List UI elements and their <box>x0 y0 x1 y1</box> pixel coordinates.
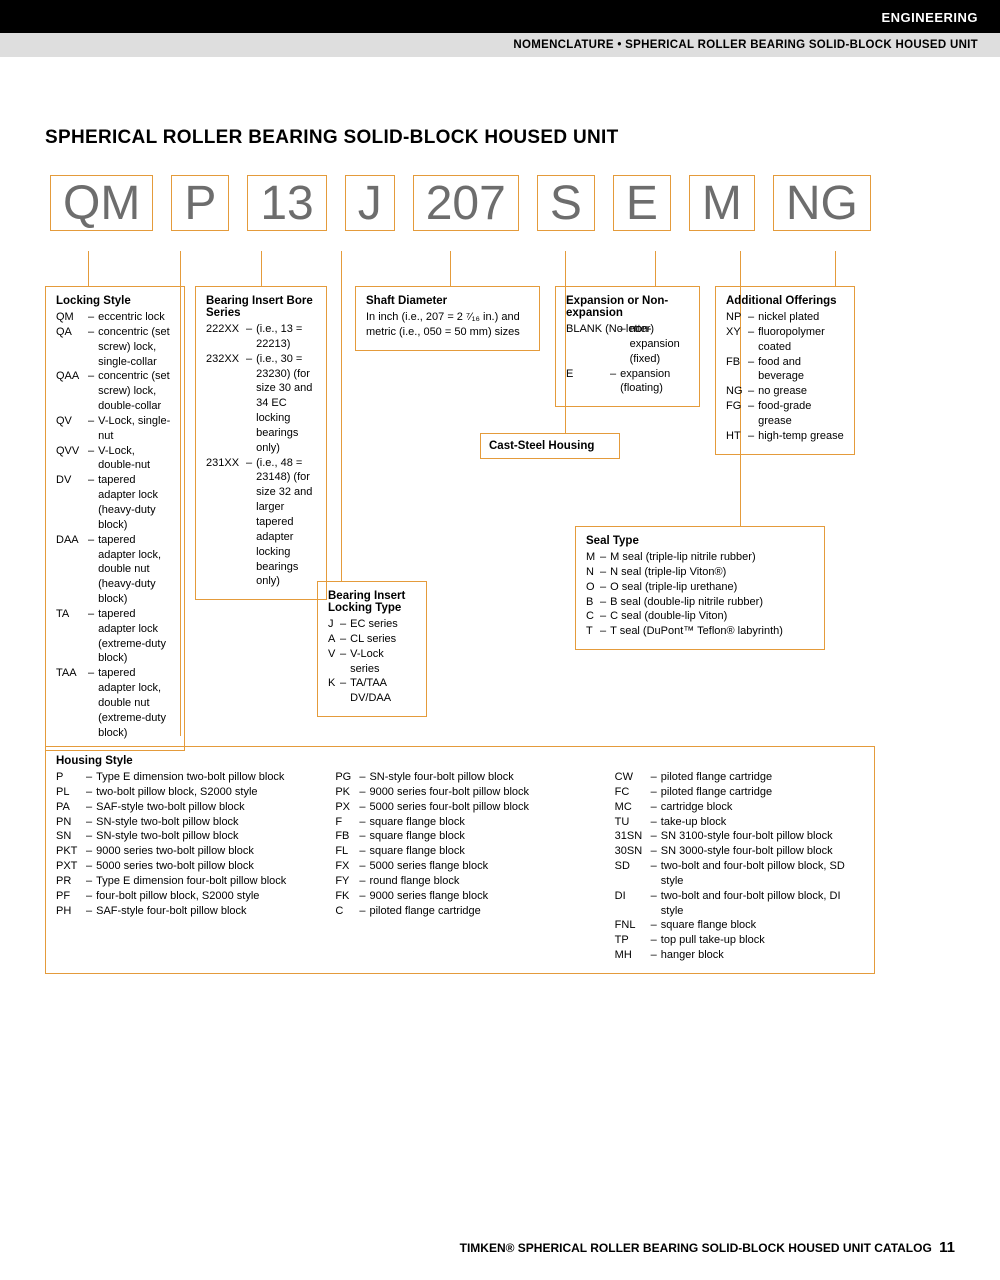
definition-row: PK–9000 series four-bolt pillow block <box>335 785 584 800</box>
definition-row: K–TA/TAA DV/DAA <box>328 676 416 706</box>
definition-row: PF–four-bolt pillow block, S2000 style <box>56 889 305 904</box>
definition-row: SD–two-bolt and four-bolt pillow block, … <box>615 859 864 889</box>
definition-row: N–N seal (triple-lip Viton®) <box>586 565 814 580</box>
definition-row: TU–take-up block <box>615 815 864 830</box>
definition-row: PL–two-bolt pillow block, S2000 style <box>56 785 305 800</box>
definition-row: DV–tapered adapter lock (heavy-duty bloc… <box>56 473 174 532</box>
definition-row: C–C seal (double-lip Viton) <box>586 609 814 624</box>
definition-row: SN–SN-style two-bolt pillow block <box>56 829 305 844</box>
definition-row: TP–top pull take-up block <box>615 933 864 948</box>
definition-row: A–CL series <box>328 632 416 647</box>
definition-row: QVV–V-Lock, double-nut <box>56 444 174 474</box>
definition-row: QM–eccentric lock <box>56 310 174 325</box>
definition-row: FL–square flange block <box>335 844 584 859</box>
definition-row: TAA–tapered adapter lock, double nut (ex… <box>56 666 174 740</box>
definition-row: DAA–tapered adapter lock, double nut (he… <box>56 533 174 607</box>
definition-row: FB–food and beverage <box>726 355 844 385</box>
definition-row: NG–no grease <box>726 384 844 399</box>
header-sub: NOMENCLATURE • SPHERICAL ROLLER BEARING … <box>0 33 1000 57</box>
code-segment: J <box>345 175 395 231</box>
definition-row: J–EC series <box>328 617 416 632</box>
code-segment: M <box>689 175 755 231</box>
definition-row: PXT–5000 series two-bolt pillow block <box>56 859 305 874</box>
definition-row: PA–SAF-style two-bolt pillow block <box>56 800 305 815</box>
header-section: ENGINEERING <box>0 0 1000 33</box>
definition-row: XY–fluoropolymer coated <box>726 325 844 355</box>
definition-row: FY–round flange block <box>335 874 584 889</box>
definition-row: PKT–9000 series two-bolt pillow block <box>56 844 305 859</box>
definition-row: FG–food-grade grease <box>726 399 844 429</box>
definition-row: C–piloted flange cartridge <box>335 904 584 919</box>
definition-row: 232XX–(i.e., 30 = 23230) (for size 30 an… <box>206 352 316 456</box>
locking-style-box: Locking Style QM–eccentric lockQA–concen… <box>45 286 185 751</box>
definition-row: PN–SN-style two-bolt pillow block <box>56 815 305 830</box>
definition-row: BLANK (No letter)–non-expansion (fixed) <box>566 322 689 367</box>
definition-row: V–V-Lock series <box>328 647 416 677</box>
code-segment: S <box>537 175 595 231</box>
definition-row: CW–piloted flange cartridge <box>615 770 864 785</box>
definition-row: QA–concentric (set screw) lock, single-c… <box>56 325 174 370</box>
definition-row: 231XX–(i.e., 48 = 23148) (for size 32 an… <box>206 456 316 590</box>
definition-row: M–M seal (triple-lip nitrile rubber) <box>586 550 814 565</box>
shaft-diameter-box: Shaft Diameter In inch (i.e., 207 = 2 ⁷⁄… <box>355 286 540 351</box>
definition-row: PR–Type E dimension four-bolt pillow blo… <box>56 874 305 889</box>
definition-row: PX–5000 series four-bolt pillow block <box>335 800 584 815</box>
definition-row: T–T seal (DuPont™ Teflon® labyrinth) <box>586 624 814 639</box>
nomenclature-code-row: QM P 13 J 207 SEM NG <box>50 175 955 231</box>
definition-row: TA–tapered adapter lock (extreme-duty bl… <box>56 607 174 666</box>
definition-row: MC–cartridge block <box>615 800 864 815</box>
definition-row: NP–nickel plated <box>726 310 844 325</box>
code-segment: E <box>613 175 671 231</box>
definition-row: MH–hanger block <box>615 948 864 963</box>
code-segment: QM <box>50 175 153 231</box>
definition-row: 31SN–SN 3100-style four-bolt pillow bloc… <box>615 829 864 844</box>
bore-series-box: Bearing Insert Bore Series 222XX–(i.e., … <box>195 286 327 600</box>
code-segment: P <box>171 175 229 231</box>
definition-row: FK–9000 series flange block <box>335 889 584 904</box>
code-segment: 13 <box>247 175 326 231</box>
definition-row: DI–two-bolt and four-bolt pillow block, … <box>615 889 864 919</box>
seal-type-box: Seal Type M–M seal (triple-lip nitrile r… <box>575 526 825 650</box>
definition-row: FX–5000 series flange block <box>335 859 584 874</box>
page-title: SPHERICAL ROLLER BEARING SOLID-BLOCK HOU… <box>45 127 955 149</box>
definition-row: QV–V-Lock, single-nut <box>56 414 174 444</box>
definition-row: 30SN–SN 3000-style four-bolt pillow bloc… <box>615 844 864 859</box>
code-segment: NG <box>773 175 871 231</box>
expansion-box: Expansion or Non-expansion BLANK (No let… <box>555 286 700 407</box>
definition-row: 222XX–(i.e., 13 = 22213) <box>206 322 316 352</box>
definition-row: PH–SAF-style four-bolt pillow block <box>56 904 305 919</box>
definition-row: FC–piloted flange cartridge <box>615 785 864 800</box>
cast-steel-box: Cast-Steel Housing <box>480 433 620 459</box>
locking-type-box: Bearing Insert Locking Type J–EC seriesA… <box>317 581 427 717</box>
definition-row: O–O seal (triple-lip urethane) <box>586 580 814 595</box>
definition-row: QAA–concentric (set screw) lock, double-… <box>56 369 174 414</box>
definition-row: E–expansion (floating) <box>566 367 689 397</box>
housing-style-box: Housing Style P–Type E dimension two-bol… <box>45 746 875 974</box>
additional-box: Additional Offerings NP–nickel platedXY–… <box>715 286 855 455</box>
definition-row: FB–square flange block <box>335 829 584 844</box>
code-segment: 207 <box>413 175 519 231</box>
definition-row: F–square flange block <box>335 815 584 830</box>
diagram-layout: Locking Style QM–eccentric lockQA–concen… <box>45 251 955 961</box>
definition-row: HT–high-temp grease <box>726 429 844 444</box>
definition-row: FNL–square flange block <box>615 918 864 933</box>
definition-row: PG–SN-style four-bolt pillow block <box>335 770 584 785</box>
definition-row: P–Type E dimension two-bolt pillow block <box>56 770 305 785</box>
definition-row: B–B seal (double-lip nitrile rubber) <box>586 595 814 610</box>
page-footer: TIMKEN® SPHERICAL ROLLER BEARING SOLID-B… <box>460 1239 955 1256</box>
